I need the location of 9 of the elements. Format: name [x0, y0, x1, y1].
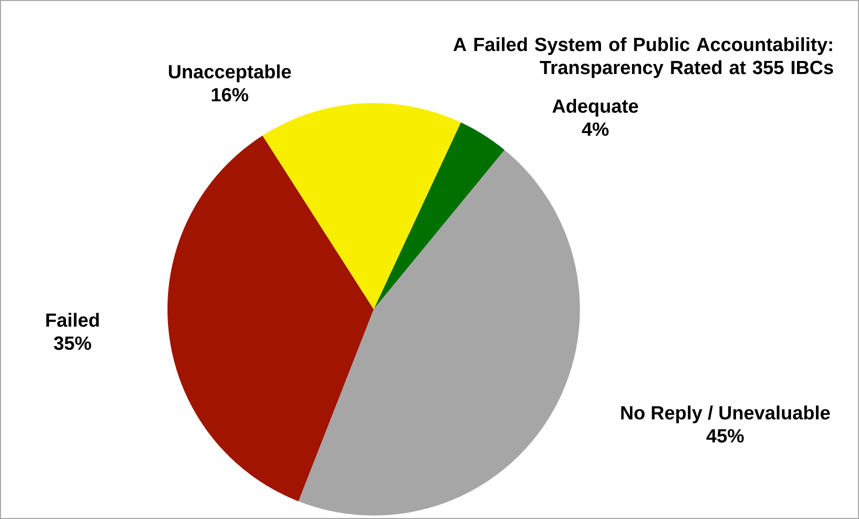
- data-label: 35%: [54, 336, 92, 350]
- slice-label: No Reply / Unevaluable: [621, 406, 830, 424]
- slice-label: Adequate: [552, 98, 638, 117]
- data-label: 45%: [706, 429, 744, 443]
- data-label: 16%: [212, 88, 248, 102]
- data-label: 4%: [582, 122, 609, 136]
- chart-title: A Failed System of Public Accountability: Transparency Rated at 355 IBCs: [453, 37, 834, 78]
- slice-label: Failed: [46, 312, 99, 327]
- slice-label: Unacceptable: [168, 64, 291, 82]
